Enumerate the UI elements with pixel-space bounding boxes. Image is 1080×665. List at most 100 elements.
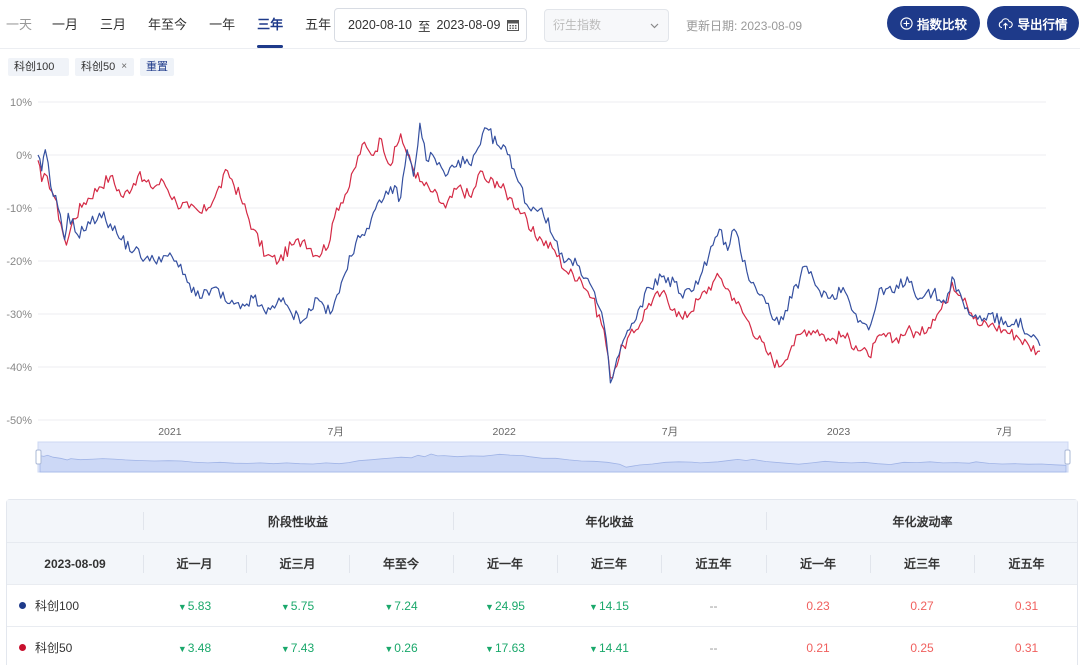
y-tick-label: -50% (6, 415, 32, 427)
column-header: 近三年 (903, 557, 940, 571)
row-name-cell: 科创50 (7, 639, 143, 656)
table-date: 2023-08-09 (44, 556, 106, 571)
cell-value: 5.75 (290, 598, 315, 613)
date-range-picker[interactable]: 2020-08-10 至 2023-08-09 (334, 8, 527, 42)
table-cell: ▼17.63 (453, 641, 557, 655)
down-triangle-icon: ▼ (485, 601, 494, 612)
cell-value: 3.48 (187, 640, 212, 655)
date-start: 2020-08-10 (348, 18, 412, 32)
chart-grid (38, 101, 1046, 421)
down-triangle-icon: ▼ (384, 643, 394, 654)
down-triangle-icon: ▼ (177, 601, 187, 612)
group-header-annual-return: 年化收益 (585, 515, 634, 529)
y-tick-label: -20% (6, 256, 32, 268)
toolbar: 一天 一月 三月 年至今 一年 三年 五年 2020-08-10 至 2023-… (0, 0, 1080, 49)
y-axis: 10% 0% -10% -20% -30% -40% -50% (6, 97, 32, 427)
navigator-area (39, 453, 1067, 473)
export-quotes-button[interactable]: 导出行情 (987, 6, 1079, 40)
cell-value: -- (709, 598, 718, 613)
date-end: 2023-08-09 (436, 18, 501, 32)
updated-date: 更新日期: 2023-08-09 (686, 19, 803, 33)
down-triangle-icon: ▼ (177, 643, 187, 654)
cell-value: 0.27 (910, 598, 934, 613)
navigator-right-handle[interactable] (1064, 449, 1071, 465)
column-header: 近五年 (695, 557, 732, 571)
down-triangle-icon: ▼ (280, 643, 290, 654)
cell-value: 17.63 (494, 640, 525, 655)
cell-value: 5.83 (187, 598, 212, 613)
x-tick-label: 2022 (493, 426, 517, 438)
range-tab-1m[interactable]: 一月 (52, 17, 79, 32)
table-cell: ▼24.95 (453, 599, 557, 613)
y-tick-label: -40% (6, 362, 32, 374)
table-cell: 0.23 (766, 599, 870, 613)
chip-kechuang50: 科创50 × (75, 58, 134, 76)
table-column-header: 2023-08-09 近一月 近三月 年至今 近一年 近三年 近五年 近一年 近三年 近五年 (7, 542, 1077, 584)
cloud-upload-icon (999, 17, 1014, 29)
chip-kechuang100: 科创100 (8, 58, 69, 76)
plus-circle-icon (900, 16, 913, 30)
table-row: 科创50 ▼3.48 ▼7.43 ▼0.26 ▼17.63 ▼14.41 -- 0.21 0.… (7, 626, 1077, 665)
table-cell: ▼7.24 (349, 599, 453, 613)
column-header: 近一月 (176, 557, 213, 571)
chart-series (37, 122, 1041, 384)
compare-index-label: 指数比较 (916, 17, 967, 32)
x-tick-label: 7月 (327, 426, 343, 438)
range-tab-5y[interactable]: 五年 (305, 17, 332, 32)
cell-value: 14.15 (598, 598, 629, 613)
table-cell: ▼3.48 (143, 641, 246, 655)
table-cell: 0.31 (974, 599, 1079, 613)
table-group-header: 阶段性收益 年化收益 年化波动率 (7, 500, 1077, 542)
cell-value: 0.31 (1014, 640, 1039, 655)
y-tick-label: -30% (6, 309, 32, 321)
down-triangle-icon: ▼ (589, 643, 598, 654)
cell-value: 0.25 (910, 640, 934, 655)
reset-button[interactable]: 重置 (140, 58, 174, 76)
down-triangle-icon: ▼ (485, 643, 494, 654)
y-tick-label: 0% (16, 150, 32, 162)
chip-label: 科创100 (14, 61, 55, 73)
stats-table: 阶段性收益 年化收益 年化波动率 2023-08-09 近一月 近三月 年至今 近一年… (6, 499, 1078, 665)
table-cell: -- (661, 641, 766, 655)
down-triangle-icon: ▼ (589, 601, 598, 612)
navigator-left-handle[interactable] (35, 449, 42, 465)
y-tick-label: 10% (10, 97, 32, 109)
range-tab-1y[interactable]: 一年 (209, 17, 236, 32)
down-triangle-icon: ▼ (280, 601, 290, 612)
y-tick-label: -10% (6, 203, 32, 215)
cell-value: 0.26 (394, 640, 418, 655)
x-tick-label: 7月 (662, 426, 678, 438)
calendar-icon (507, 20, 519, 31)
table-cell: 0.21 (766, 641, 870, 655)
range-tab-3m[interactable]: 三月 (100, 17, 127, 32)
group-header-period-return: 阶段性收益 (267, 515, 328, 529)
export-quotes-label: 导出行情 (1017, 17, 1068, 32)
x-axis: 2021 7月 2022 7月 2023 7月 (158, 426, 1012, 438)
derive-index-select[interactable]: 衍生指数 (544, 9, 669, 42)
column-header: 近五年 (1008, 557, 1045, 571)
series-dot (19, 602, 26, 609)
row-name: 科创50 (35, 641, 73, 655)
derive-index-placeholder: 衍生指数 (553, 18, 602, 32)
range-tab-1d[interactable]: 一天 (6, 17, 33, 32)
table-row: 科创100 ▼5.83 ▼5.75 ▼7.24 ▼24.95 ▼14.15 -- 0.23 0… (7, 584, 1077, 626)
table-cell: ▼7.43 (246, 641, 349, 655)
table-cell: ▼5.75 (246, 599, 349, 613)
compare-index-button[interactable]: 指数比较 (887, 6, 980, 40)
cell-value: -- (709, 640, 718, 655)
series-line-0 (37, 122, 1041, 384)
performance-line-chart: 10% 0% -10% -20% -30% -40% -50% 2021 7月 2022 7月 20… (6, 97, 1071, 473)
x-tick-label: 2023 (827, 426, 851, 438)
x-tick-label: 2021 (158, 426, 182, 438)
column-header: 近三月 (279, 557, 316, 571)
column-header: 近一年 (799, 557, 836, 571)
cell-value: 24.95 (494, 598, 525, 613)
range-tab-3y[interactable]: 三年 (257, 16, 284, 48)
range-tab-ytd[interactable]: 年至今 (148, 17, 188, 32)
table-cell: -- (661, 599, 766, 613)
table-cell: ▼14.41 (557, 641, 661, 655)
range-slider[interactable] (35, 441, 1071, 473)
table-cell: 0.27 (870, 599, 974, 613)
cell-value: 0.31 (1014, 598, 1039, 613)
close-icon[interactable]: × (121, 61, 128, 72)
